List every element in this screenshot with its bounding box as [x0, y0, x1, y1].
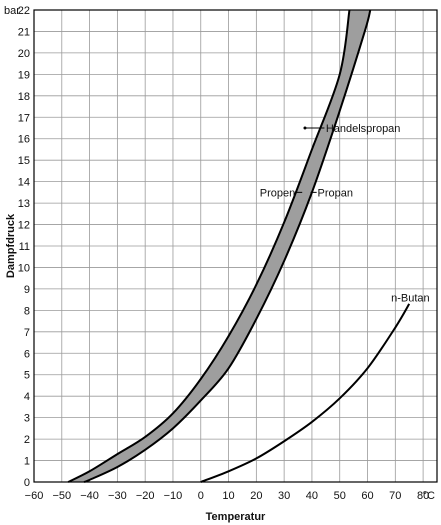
- x-axis-title: Temperatur: [206, 511, 266, 523]
- x-tick-label: 10: [222, 490, 234, 502]
- y-tick-label: 2: [24, 434, 30, 446]
- annotations: Handelspropan Propen Propan n-Butan: [260, 123, 430, 304]
- y-tick-label: 6: [24, 348, 30, 360]
- y-tick-label: 20: [18, 48, 30, 60]
- y-tick-label: 3: [24, 413, 30, 425]
- y-tick-label: 13: [18, 198, 30, 210]
- y-unit-label: bar: [4, 5, 20, 17]
- y-tick-label: 9: [24, 284, 30, 296]
- x-tick-label: 50: [334, 490, 346, 502]
- annotation-handelspropan: Handelspropan: [326, 123, 401, 135]
- y-tick-label: 17: [18, 112, 30, 124]
- x-tick-label: −40: [80, 490, 99, 502]
- y-tick-label: 14: [18, 177, 30, 189]
- grid: [33, 9, 437, 483]
- y-tick-label: 11: [19, 241, 30, 253]
- x-tick-labels: −60 −50 −40 −30 −20 −10 0 10 20 30 40 50 60 70 80: [25, 490, 430, 502]
- y-tick-label: 21: [18, 26, 30, 38]
- x-tick-label: −10: [164, 490, 183, 502]
- y-axis-title: Dampfdruck: [5, 213, 17, 278]
- leader-dot: [303, 126, 307, 130]
- x-tick-label: −30: [108, 490, 127, 502]
- annotation-n-butan: n-Butan: [391, 292, 430, 304]
- x-tick-label: 70: [389, 490, 401, 502]
- y-tick-label: 16: [18, 134, 30, 146]
- series-line-n-butan: [200, 303, 411, 483]
- x-tick-label: 60: [361, 490, 373, 502]
- y-tick-label: 18: [18, 91, 30, 103]
- y-tick-label: 1: [24, 456, 30, 468]
- x-tick-label: 20: [250, 490, 262, 502]
- plot-frame: [33, 9, 438, 483]
- x-tick-label: −20: [136, 490, 155, 502]
- y-tick-label: 22: [18, 5, 30, 17]
- series-line-propen: [67, 9, 351, 483]
- x-tick-label: −50: [52, 490, 71, 502]
- y-tick-label: 4: [24, 391, 30, 403]
- annotation-propen: Propen: [260, 187, 295, 199]
- y-tick-label: 15: [18, 155, 30, 167]
- y-tick-label: 8: [24, 305, 30, 317]
- series-line-propan: [83, 9, 372, 483]
- y-tick-label: 12: [18, 220, 30, 232]
- x-tick-label: −60: [25, 490, 44, 502]
- x-tick-label: 40: [306, 490, 318, 502]
- y-tick-label: 10: [18, 262, 30, 274]
- y-tick-label: 19: [18, 69, 30, 81]
- x-tick-label: 30: [278, 490, 290, 502]
- annotation-propan: Propan: [317, 187, 352, 199]
- y-tick-label: 0: [24, 477, 30, 489]
- x-unit-label: °C: [423, 490, 435, 502]
- y-tick-label: 7: [24, 327, 30, 339]
- x-tick-label: 80: [417, 490, 429, 502]
- y-tick-label: 5: [24, 370, 30, 382]
- x-tick-label: 0: [198, 490, 204, 502]
- series-curves: [67, 9, 411, 483]
